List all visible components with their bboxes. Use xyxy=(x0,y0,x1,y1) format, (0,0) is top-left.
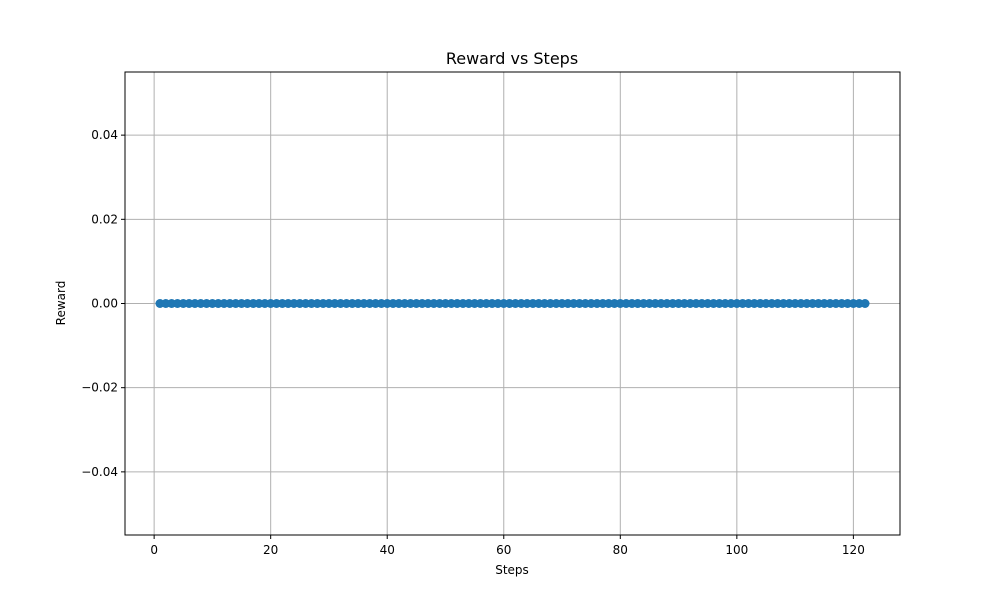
y-tick-label: −0.02 xyxy=(81,381,118,395)
y-tick-label: −0.04 xyxy=(81,465,118,479)
x-tick-label: 0 xyxy=(150,543,158,557)
y-axis-ticks: −0.04 −0.02 0.00 0.02 0.04 xyxy=(81,128,125,479)
y-tick-label: 0.00 xyxy=(91,297,118,311)
x-tick-label: 120 xyxy=(842,543,865,557)
x-tick-label: 20 xyxy=(263,543,278,557)
y-tick-label: 0.02 xyxy=(91,212,118,226)
x-axis-label: Steps xyxy=(495,563,529,577)
data-points xyxy=(155,299,870,308)
x-axis-ticks: 0 20 40 60 80 100 120 xyxy=(150,535,865,557)
y-tick-label: 0.04 xyxy=(91,128,118,142)
x-tick-label: 100 xyxy=(725,543,748,557)
data-point xyxy=(860,299,870,308)
x-tick-label: 80 xyxy=(613,543,628,557)
chart-title: Reward vs Steps xyxy=(446,49,578,68)
y-axis-label: Reward xyxy=(54,281,68,326)
x-tick-label: 60 xyxy=(496,543,511,557)
x-tick-label: 40 xyxy=(380,543,395,557)
